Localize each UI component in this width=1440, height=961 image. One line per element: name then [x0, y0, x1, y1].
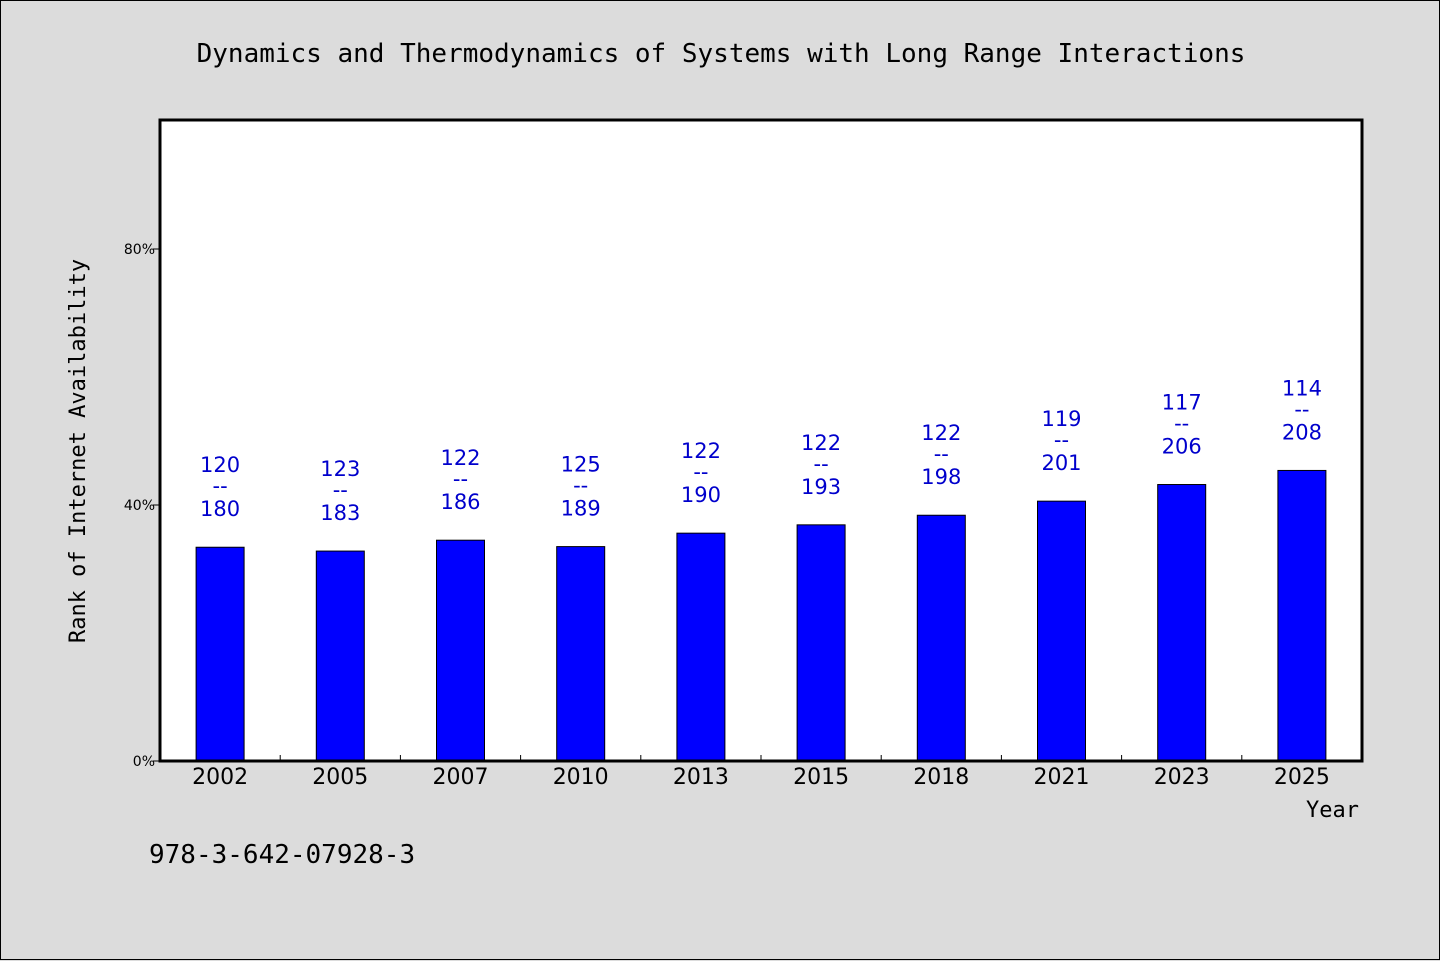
data-label-bottom-2018: 198 — [921, 465, 961, 489]
bars-group — [195, 469, 1327, 762]
x-tick-label-2002: 2002 — [192, 765, 248, 790]
data-label-bottom-2013: 190 — [681, 483, 721, 507]
data-label-mid-2015: -- — [814, 452, 829, 476]
bar-2021 — [1037, 500, 1086, 762]
data-label-bottom-2021: 201 — [1041, 451, 1081, 475]
y-axis-label: Rank of Internet Availability — [66, 259, 91, 643]
chart-title: Dynamics and Thermodynamics of Systems w… — [197, 39, 1246, 69]
bar-2007 — [436, 539, 485, 762]
data-label-top-2023: 117 — [1162, 391, 1202, 415]
data-label-mid-2021: -- — [1054, 428, 1069, 452]
data-label-top-2015: 122 — [801, 431, 841, 455]
data-label-bottom-2005: 183 — [320, 501, 360, 525]
data-label-bottom-2015: 193 — [801, 475, 841, 499]
data-label-bottom-2002: 180 — [200, 497, 240, 521]
data-label-top-2005: 123 — [320, 457, 360, 481]
bar-2015 — [796, 524, 846, 762]
data-label-mid-2002: -- — [213, 474, 228, 498]
data-label-mid-2025: -- — [1294, 397, 1309, 421]
data-label-mid-2005: -- — [333, 478, 348, 502]
data-label-mid-2010: -- — [573, 474, 588, 498]
x-tick-label-2013: 2013 — [673, 765, 729, 790]
x-tick-label-2025: 2025 — [1274, 765, 1330, 790]
data-label-bottom-2010: 189 — [561, 497, 601, 521]
data-label-bottom-2007: 186 — [440, 490, 480, 514]
bar-2018 — [916, 514, 966, 762]
data-label-top-2018: 122 — [921, 421, 961, 445]
x-tick-label-2010: 2010 — [553, 765, 609, 790]
isbn-footnote: 978-3-642-07928-3 — [149, 840, 415, 870]
data-label-mid-2018: -- — [934, 442, 949, 466]
bar-2005 — [315, 550, 365, 762]
data-label-top-2025: 114 — [1282, 376, 1322, 400]
y-tick-label-0: 0% — [133, 754, 155, 770]
x-tick-label-2021: 2021 — [1034, 765, 1090, 790]
bar-2023 — [1157, 484, 1207, 762]
y-tick-label-40: 40% — [124, 498, 155, 514]
y-axis: 0% 40% 80% — [124, 242, 160, 770]
x-tick-label-2015: 2015 — [793, 765, 849, 790]
data-label-bottom-2025: 208 — [1282, 420, 1322, 444]
data-label-top-2013: 122 — [681, 439, 721, 463]
data-label-mid-2013: -- — [693, 460, 708, 484]
x-tick-label-2018: 2018 — [913, 765, 969, 790]
data-label-bottom-2023: 206 — [1162, 435, 1202, 459]
data-label-top-2002: 120 — [200, 453, 240, 477]
x-axis-label: Year — [1306, 798, 1359, 823]
data-label-top-2007: 122 — [440, 446, 480, 470]
data-labels-group: 120--180123--183122--186125--189122--190… — [200, 376, 1322, 525]
data-label-mid-2007: -- — [453, 467, 468, 491]
x-tick-label-2005: 2005 — [312, 765, 368, 790]
x-tick-label-2023: 2023 — [1154, 765, 1210, 790]
x-tick-label-2007: 2007 — [433, 765, 489, 790]
data-label-mid-2023: -- — [1174, 412, 1189, 436]
y-tick-label-80: 80% — [124, 242, 155, 258]
bar-2013 — [676, 532, 726, 762]
bar-2025 — [1277, 469, 1327, 762]
x-axis: 2002 2005 2007 2010 2013 2015 2018 2021 2023 2025 — [192, 755, 1330, 790]
data-label-top-2021: 119 — [1041, 407, 1081, 431]
bar-2002 — [195, 546, 245, 762]
bar-2010 — [556, 546, 606, 762]
data-label-top-2010: 125 — [561, 453, 601, 477]
